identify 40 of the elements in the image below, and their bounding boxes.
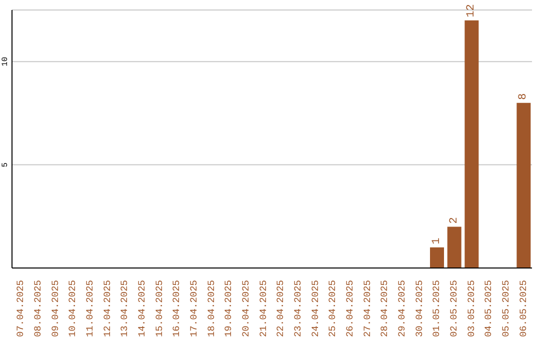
x-tick-label: 05.05.2025 (500, 280, 512, 338)
bar (516, 102, 531, 268)
x-tick-label: 14.04.2025 (136, 280, 148, 338)
bar (430, 247, 444, 268)
data-label: 12 (466, 4, 478, 18)
x-tick-label: 29.04.2025 (396, 280, 408, 338)
x-tick-label: 26.04.2025 (344, 280, 356, 338)
x-tick-label: 03.05.2025 (466, 280, 477, 338)
bar (447, 226, 462, 268)
data-label: 8 (518, 93, 530, 100)
x-tick-label: 19.04.2025 (223, 280, 234, 338)
x-tick-label: 08.04.2025 (32, 280, 44, 338)
x-tick-label: 30.04.2025 (414, 280, 425, 338)
y-tick-label: 10 (1, 56, 10, 66)
x-tick-label: 28.04.2025 (379, 280, 390, 338)
x-tick-label: 09.04.2025 (50, 280, 61, 338)
x-tick-label: 10.04.2025 (67, 280, 78, 338)
x-tick-label: 13.04.2025 (119, 280, 130, 338)
x-tick-label: 16.04.2025 (171, 280, 182, 338)
x-tick-label: 27.04.2025 (362, 280, 373, 338)
x-tick-label: 11.04.2025 (84, 280, 96, 338)
data-label: 1 (431, 237, 443, 244)
bar (464, 20, 479, 268)
y-tick-label: 5 (1, 162, 10, 168)
x-tick-label: 12.04.2025 (102, 280, 113, 338)
x-tick-label: 04.05.2025 (483, 280, 494, 338)
x-tick-label: 07.04.2025 (15, 280, 26, 338)
x-tick-label: 20.04.2025 (240, 280, 252, 338)
x-tick-label: 21.04.2025 (258, 280, 269, 338)
x-tick-label: 01.05.2025 (431, 280, 442, 338)
x-tick-label: 22.04.2025 (275, 280, 286, 338)
x-tick-label: 02.05.2025 (448, 280, 460, 338)
x-tick-label: 24.04.2025 (310, 280, 321, 338)
x-tick-label: 23.04.2025 (292, 280, 304, 338)
x-tick-label: 18.04.2025 (206, 280, 217, 338)
x-tick-label: 15.04.2025 (154, 280, 165, 338)
x-tick-label: 25.04.2025 (327, 280, 338, 338)
data-label: 2 (448, 217, 460, 224)
x-tick-label: 17.04.2025 (188, 280, 200, 338)
x-tick-label: 06.05.2025 (518, 280, 529, 338)
